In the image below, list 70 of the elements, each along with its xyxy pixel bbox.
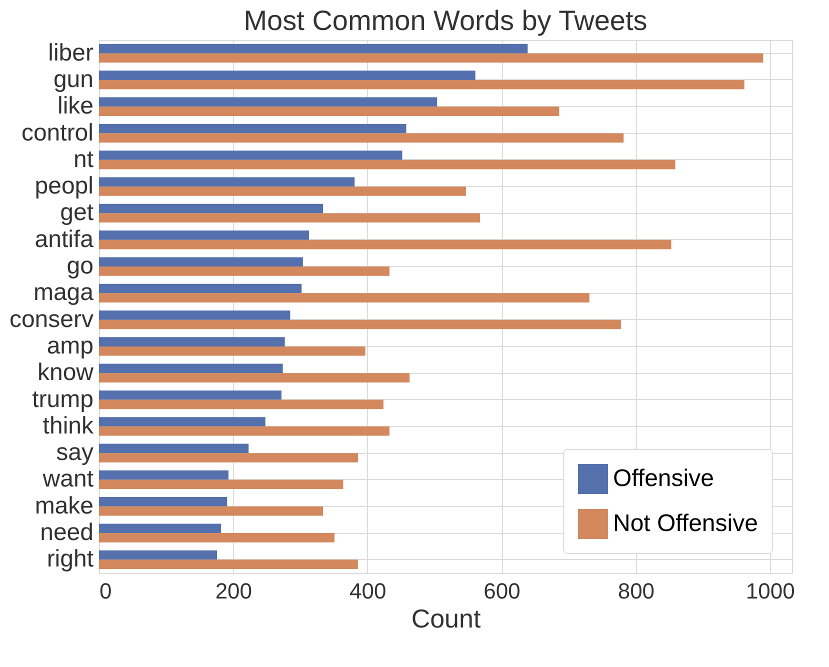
bar (99, 417, 266, 426)
bar (99, 426, 390, 436)
y-tick-label: liber (48, 39, 94, 66)
bar (99, 186, 466, 196)
bar (99, 293, 590, 303)
y-tick-label: gun (53, 66, 94, 93)
bar (99, 177, 355, 187)
bar (99, 97, 438, 107)
bar (99, 364, 283, 374)
x-tick-label: 200 (215, 578, 252, 604)
bar (99, 346, 366, 356)
bar (99, 524, 222, 534)
bar (99, 310, 290, 320)
bar (99, 80, 744, 90)
bar (99, 150, 402, 160)
bar (99, 240, 672, 250)
legend-label: Not Offensive (613, 510, 758, 537)
chart-title: Most Common Words by Tweets (244, 5, 648, 36)
bar (99, 390, 282, 400)
bar (99, 230, 309, 240)
bar (99, 53, 764, 63)
bar (99, 257, 303, 267)
bar (99, 480, 344, 490)
bar (99, 160, 676, 170)
y-tick-label: get (60, 199, 94, 226)
y-tick-label: maga (33, 279, 94, 306)
bar (99, 266, 390, 276)
bar (99, 444, 249, 454)
bar (99, 453, 358, 462)
bar (99, 506, 324, 516)
x-tick-label: 1000 (746, 578, 795, 604)
y-tick-label: right (46, 546, 94, 573)
bar (99, 70, 476, 80)
y-tick-label: conserv (9, 306, 94, 333)
y-tick-label: make (34, 492, 94, 520)
y-tick-label: think (42, 412, 94, 440)
x-tick-label: 600 (484, 578, 520, 604)
bar (99, 106, 560, 116)
bar (99, 44, 528, 54)
bar (99, 400, 384, 410)
bar (99, 337, 285, 346)
y-tick-label: control (21, 119, 94, 146)
bar (99, 124, 406, 134)
y-tick-label: say (56, 439, 94, 466)
y-tick-label: peopl (34, 172, 94, 200)
bar (99, 284, 302, 294)
bar (99, 213, 480, 223)
y-tick-label: like (57, 92, 94, 120)
bar (99, 373, 410, 382)
y-tick-label: know (37, 359, 94, 386)
y-tick-label: need (40, 519, 94, 546)
bar (99, 470, 228, 480)
bar (99, 204, 324, 214)
legend-label: Offensive (613, 465, 714, 492)
x-tick-label: 800 (618, 578, 655, 604)
y-tick-label: amp (46, 332, 94, 360)
bar (99, 533, 334, 542)
y-tick-label: nt (73, 146, 94, 173)
bar (99, 550, 218, 560)
y-tick-label: want (42, 466, 94, 493)
bar (99, 560, 358, 569)
bar (99, 133, 624, 143)
bar (99, 497, 228, 506)
x-axis-title: Count (411, 604, 482, 634)
y-tick-label: go (66, 252, 94, 280)
x-tick-label: 400 (349, 578, 386, 604)
y-tick-label: antifa (34, 226, 94, 253)
bar (99, 320, 621, 330)
y-tick-label: trump (32, 386, 94, 413)
x-tick-label: 0 (100, 578, 112, 604)
